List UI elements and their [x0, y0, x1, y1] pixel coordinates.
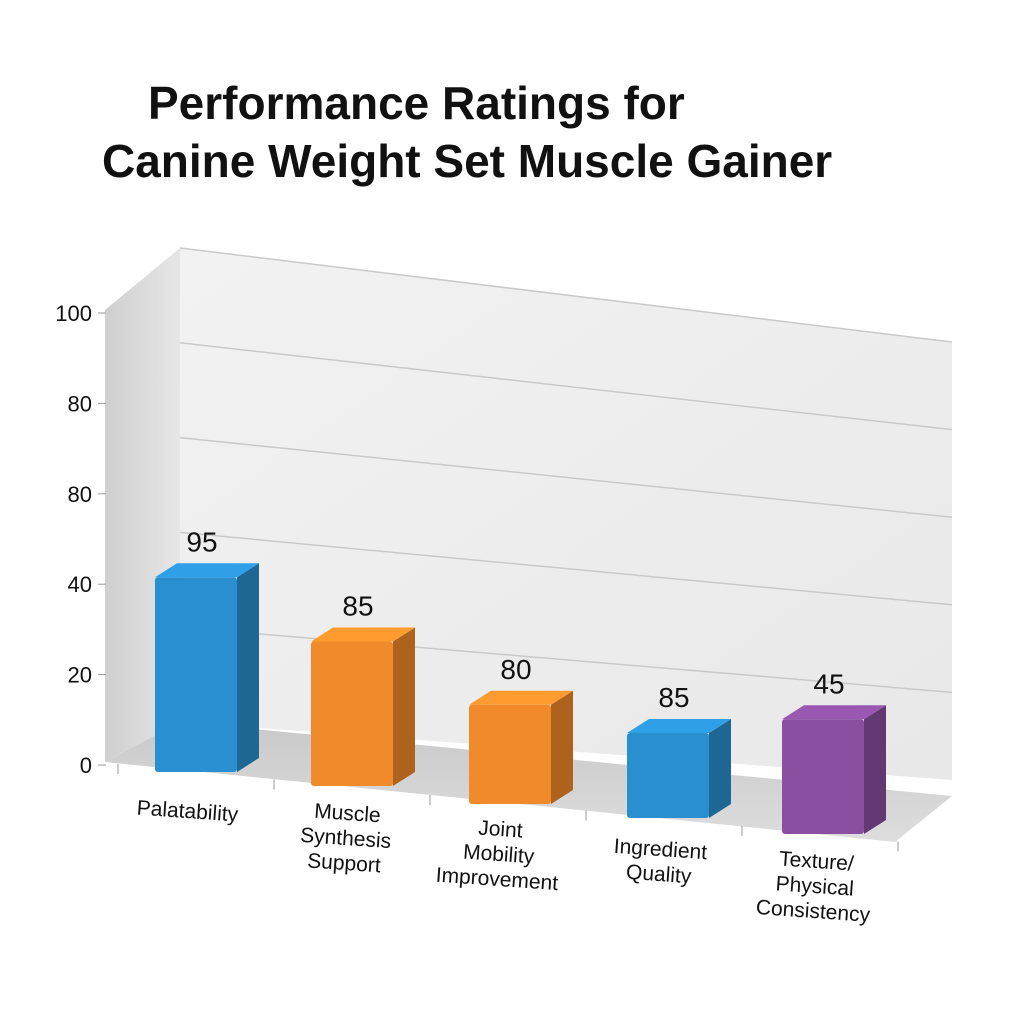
bar-front — [311, 641, 393, 786]
y-tick-label: 0 — [80, 753, 92, 778]
data-label: 80 — [500, 654, 531, 685]
bar-front — [155, 577, 237, 772]
y-tick-label: 40 — [68, 572, 92, 597]
bar-side — [551, 690, 573, 804]
data-label: 85 — [342, 591, 373, 622]
bar-side — [864, 705, 886, 834]
bar-top — [782, 705, 886, 720]
gridline — [179, 247, 953, 343]
bar-top — [155, 563, 259, 578]
y-tick-label: 80 — [68, 391, 92, 416]
x-tick-label: Palatability — [136, 797, 239, 827]
bar: 85 — [311, 591, 415, 786]
bar-top — [311, 627, 415, 642]
chart-title-line-2: Canine Weight Set Muscle Gainer — [102, 135, 833, 187]
y-tick-label: 100 — [55, 301, 92, 326]
chart-title-line-1: Performance Ratings for — [148, 77, 685, 129]
y-axis: 0 20 40 80 80 100 — [55, 301, 106, 778]
x-tick-label: Texture/PhysicalConsistency — [755, 846, 875, 927]
bars: 95 85 80 85 45 — [155, 526, 886, 834]
bar-side — [237, 563, 259, 772]
bar-front — [782, 719, 864, 834]
data-label: 95 — [186, 526, 217, 557]
x-tick-label: IngredientQuality — [611, 835, 708, 889]
bar-top — [627, 719, 731, 733]
bar: 45 — [782, 668, 886, 834]
gridlines — [179, 247, 953, 694]
bar-side — [709, 719, 731, 818]
bar-front — [469, 704, 551, 804]
x-tick-label: MuscleSynthesisSupport — [298, 799, 394, 878]
bar: 80 — [469, 654, 573, 804]
data-label: 85 — [658, 682, 689, 713]
gridline — [179, 436, 953, 518]
y-tick-label: 20 — [68, 663, 92, 688]
bar: 95 — [155, 526, 259, 772]
gridline — [179, 626, 953, 694]
bar-top — [469, 690, 573, 705]
bar: 85 — [627, 682, 731, 818]
gridline — [179, 342, 953, 431]
x-tick-label: JointMobilityImprovement — [435, 814, 563, 895]
gridline — [179, 531, 953, 606]
data-label: 45 — [813, 668, 844, 699]
bar-side — [393, 627, 415, 786]
y-tick-label: 80 — [68, 482, 92, 507]
bar-front — [627, 733, 709, 818]
